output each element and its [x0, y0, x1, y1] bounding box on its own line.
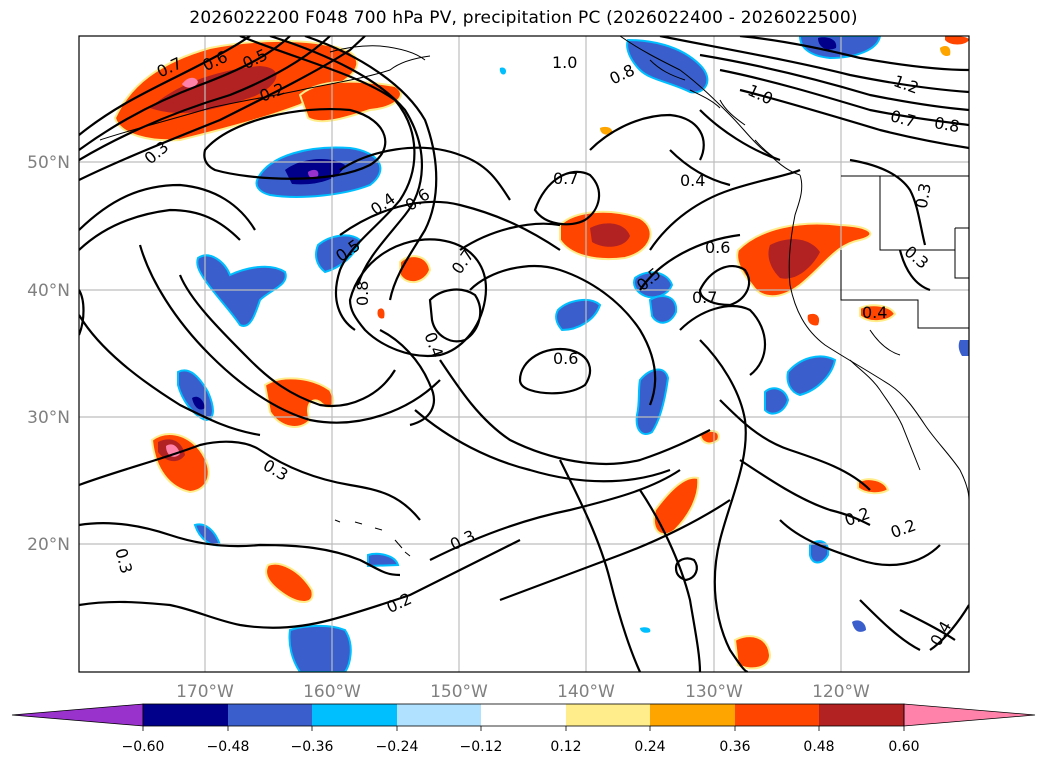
pv-contours — [79, 36, 969, 672]
precip-positive-shading — [113, 36, 969, 670]
colorbar-tick-label: 0.36 — [719, 739, 750, 755]
lon-label-140w: 140°W — [557, 682, 615, 702]
colorbar-segment — [481, 704, 566, 726]
colorbar-tick-label: 0.12 — [550, 739, 581, 755]
lat-label-50n: 50°N — [27, 153, 70, 173]
contour-label: 0.4 — [862, 303, 887, 322]
contour-label: 0.8 — [933, 113, 961, 136]
lon-label-120w: 120°W — [812, 682, 870, 702]
precip-negative-shading — [177, 36, 969, 672]
latitude-labels: 50°N 40°N 30°N 20°N — [27, 153, 70, 555]
contour-label: 0.4 — [680, 171, 705, 190]
colorbar-segment — [228, 704, 312, 726]
contour-label: 0.6 — [553, 349, 578, 368]
map-title: 2026022200 F048 700 hPa PV, precipitatio… — [189, 8, 858, 28]
lat-label-20n: 20°N — [27, 535, 70, 555]
colorbar-segment — [312, 704, 397, 726]
map-plot-area: 0.7 0.6 0.5 0.2 0.3 1.0 0.8 1.0 1.2 0.7 … — [79, 36, 969, 672]
lat-label-40n: 40°N — [27, 281, 70, 301]
map-frame — [78, 35, 970, 673]
lon-label-160w: 160°W — [303, 682, 361, 702]
contour-label: 1.0 — [552, 53, 577, 72]
lon-label-130w: 130°W — [685, 682, 743, 702]
lon-label-150w: 150°W — [430, 682, 488, 702]
colorbar-extend-max — [903, 703, 1036, 727]
colorbar-segment — [397, 704, 481, 726]
contour-label: 0.7 — [692, 288, 717, 307]
longitude-labels: 170°W 160°W 150°W 140°W 130°W 120°W — [176, 682, 870, 702]
colorbar-extend-min — [11, 703, 144, 727]
colorbar-tick-label: −0.36 — [291, 739, 334, 755]
colorbar-tick-label: −0.12 — [460, 739, 503, 755]
colorbar-tick-label: 0.24 — [634, 739, 665, 755]
coastlines — [99, 36, 969, 557]
colorbar: −0.60 −0.48 −0.36 −0.24 −0.12 0.12 0.24 … — [11, 703, 1036, 755]
colorbar-segment — [819, 704, 904, 726]
colorbar-tick-label: −0.48 — [207, 739, 250, 755]
colorbar-segment — [735, 704, 819, 726]
colorbar-tick-label: −0.24 — [376, 739, 419, 755]
colorbar-tick-label: 0.60 — [888, 739, 919, 755]
contour-label: 0.8 — [353, 281, 372, 306]
colorbar-tick-label: 0.48 — [803, 739, 834, 755]
lat-label-30n: 30°N — [27, 408, 70, 428]
graticule — [79, 36, 969, 672]
colorbar-segment — [566, 704, 650, 726]
contour-label: 0.3 — [912, 182, 935, 210]
contour-label: 0.7 — [553, 169, 578, 188]
colorbar-segment — [143, 704, 228, 726]
colorbar-tick-label: −0.60 — [122, 739, 165, 755]
contour-label: 0.6 — [705, 238, 730, 257]
lon-label-170w: 170°W — [176, 682, 234, 702]
colorbar-segment — [650, 704, 735, 726]
